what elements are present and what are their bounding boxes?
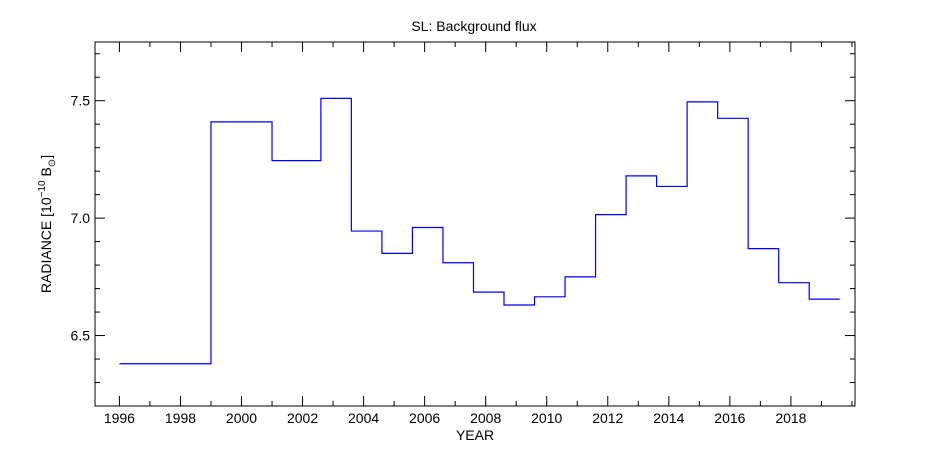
x-tick-label: 2006 xyxy=(409,410,440,426)
y-tick-label: 7.5 xyxy=(71,93,91,109)
y-tick-label: 6.5 xyxy=(71,328,91,344)
x-axis-label: YEAR xyxy=(456,427,494,443)
x-axis-ticks xyxy=(118,42,853,406)
x-tick-label: 2000 xyxy=(226,410,257,426)
y-axis-label-unit: B xyxy=(38,167,54,176)
y-axis-label-suffix: ] xyxy=(38,155,54,159)
y-tick-label: 7.0 xyxy=(71,210,91,226)
y-axis-label-prefix: RADIANCE [10 xyxy=(38,197,54,293)
x-tick-label: 2012 xyxy=(592,410,623,426)
plot-area-frame xyxy=(94,41,856,407)
y-axis-label-exponent: −10 xyxy=(37,180,48,197)
background-flux-series-line xyxy=(119,97,840,365)
y-axis-label: RADIANCE [10−10 B⊙] xyxy=(37,155,58,293)
x-tick-label: 2014 xyxy=(653,410,684,426)
y-axis-tick-labels: 6.5 7.0 7.5 xyxy=(71,93,91,344)
x-tick-label: 2010 xyxy=(531,410,562,426)
x-tick-label: 2008 xyxy=(470,410,501,426)
x-tick-label: 2004 xyxy=(348,410,379,426)
x-tick-label: 2018 xyxy=(775,410,806,426)
x-axis-tick-labels: 1996 1998 2000 2002 2004 2006 2008 2010 2012 2014… xyxy=(104,410,807,426)
x-tick-label: 1998 xyxy=(165,410,196,426)
chart-title: SL: Background flux xyxy=(411,18,536,34)
x-tick-label: 2002 xyxy=(287,410,318,426)
x-tick-label: 2016 xyxy=(714,410,745,426)
x-tick-label: 1996 xyxy=(104,410,135,426)
y-axis-ticks xyxy=(95,53,855,407)
y-axis-label-sun-symbol: ⊙ xyxy=(47,159,58,167)
